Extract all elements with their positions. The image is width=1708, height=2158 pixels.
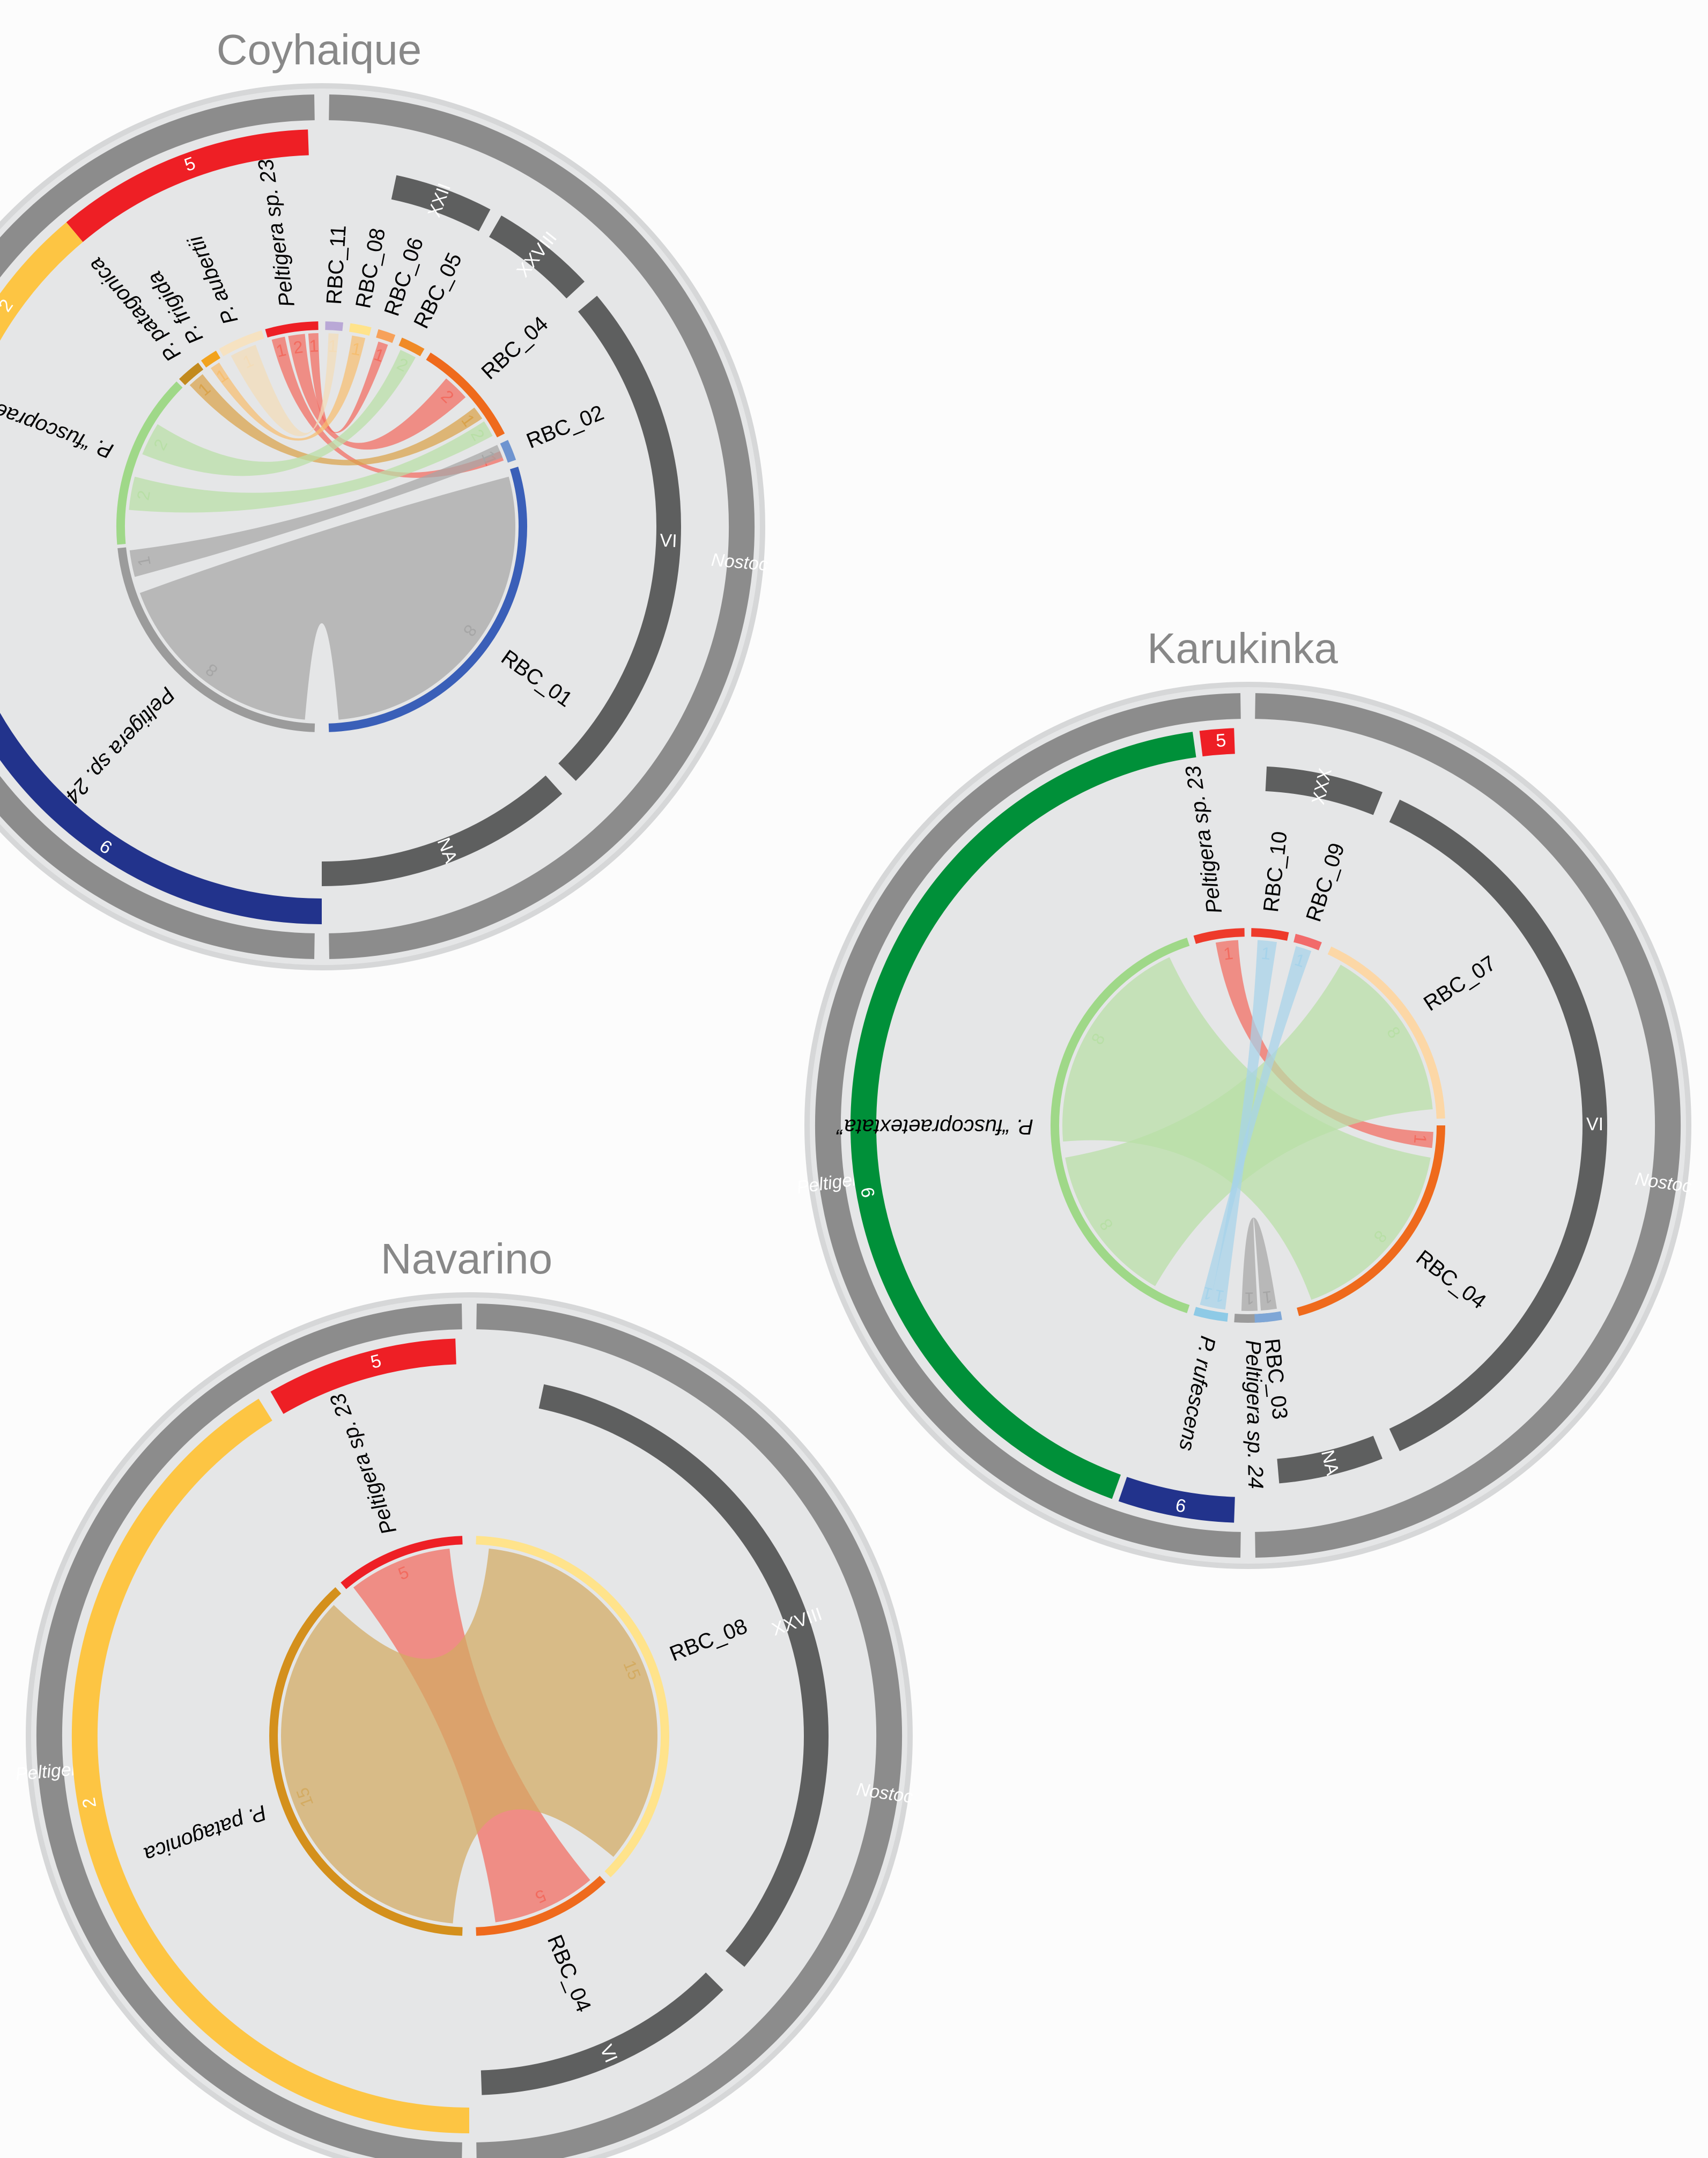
panel-coyhaique: CoyhaiquePeltigeraNostoc5299XXIIXXVIIIVI… [0,26,769,970]
link-ribbon [231,333,339,437]
phylogroup-band [0,712,322,924]
phylogroup-band [0,222,83,341]
link-ribbon [142,350,416,476]
phylogroup-band [270,1338,456,1414]
phylogroup-band [66,129,309,242]
link-ribbon [280,1548,657,1924]
phylogroup-label: 5 [1215,730,1227,751]
link-ribbon [139,476,515,720]
rbc-arc [1297,1125,1445,1316]
rbc-arc [1254,1311,1282,1323]
rbc-arc [476,1536,670,1877]
rbc-arc [325,321,344,332]
link-count: 2 [292,337,304,357]
fungus-arc [116,381,183,545]
link-ribbon [271,336,504,478]
peltigera-outer-ring [0,94,315,959]
link-ribbon [129,421,493,513]
link-ribbon [1241,1217,1277,1312]
fungus-arc [265,321,319,338]
clade-label: VI [1586,1114,1603,1135]
rbc-arc [500,440,516,463]
clade-band [538,1384,829,1967]
rbc-arc [328,467,527,732]
rbc-arc [398,337,425,357]
link-ribbon [1200,946,1312,1307]
fungus-arc [269,1587,463,1936]
panel-title: Navarino [381,1235,552,1283]
clade-band [1277,1435,1383,1484]
link-count: 1 [1245,1288,1254,1308]
rbc-arc [476,1876,606,1936]
rbc-arc [426,352,505,438]
link-ribbon [189,374,483,466]
panel-title: Karukinka [1147,624,1338,672]
rbc-arc [1327,946,1445,1119]
link-count: 1 [1223,944,1234,964]
fungus-arc [1193,1307,1229,1322]
link-ribbon [129,445,503,577]
link-count: 1 [1410,1133,1430,1145]
clade-band [480,1972,723,2095]
panel-title: Coyhaique [217,26,422,73]
clade-band [558,296,681,781]
rbc-label: RBC_11 [322,224,351,305]
peltigera-outer-ring [815,693,1241,1558]
link-count: 1 [1213,1286,1225,1306]
nostoc-outer-ring [1255,693,1681,1558]
rbc-arc [349,323,372,336]
rbc-arc [1293,933,1322,951]
clade-band [321,775,563,886]
fungus-arc [219,330,264,357]
fungus-label: P. “fuscopraetextata” [836,1115,1033,1138]
panel-navarino: NavarinoPeltigeraNostoc52XXVIIIVI551515P… [14,1235,914,2158]
rbc-arc [1251,928,1289,941]
phylogroup-band [71,1398,470,2133]
fungus-label: Peltigera sp. 24 [1241,1340,1267,1490]
fungus-arc [201,350,221,368]
fungus-arc [117,547,315,732]
nostoc-group-label: Nostoc [711,550,769,575]
link-ribbon [210,335,366,441]
link-ribbon [288,334,466,450]
clade-band [391,175,491,232]
link-count: 1 [309,336,319,356]
phylogroup-band [1199,728,1236,757]
clade-band [1389,799,1608,1452]
clade-label: VI [660,531,678,551]
link-count: 1 [328,336,338,356]
phylogroup-band [1118,1477,1235,1523]
clade-band [489,215,585,299]
link-count: 2 [133,489,154,502]
link-count: 1 [1260,943,1271,963]
fungus-arc [1050,937,1190,1314]
fungus-arc [179,363,204,386]
panels: CoyhaiquePeltigeraNostoc5299XXIIXXVIIIVI… [0,26,1693,2158]
nostoc-outer-ring [329,94,755,959]
fungus-arc [341,1536,463,1589]
clade-band [1265,766,1383,815]
peltigera-outer-ring [36,1303,462,2158]
link-ribbon [308,333,388,433]
link-count: 1 [1262,1287,1274,1308]
link-ribbon [1209,940,1277,1310]
fungus-arc [1193,928,1245,944]
nostoc-outer-ring [476,1303,903,2158]
phylogroup-band [851,732,1196,1499]
rbc-arc [376,329,396,343]
